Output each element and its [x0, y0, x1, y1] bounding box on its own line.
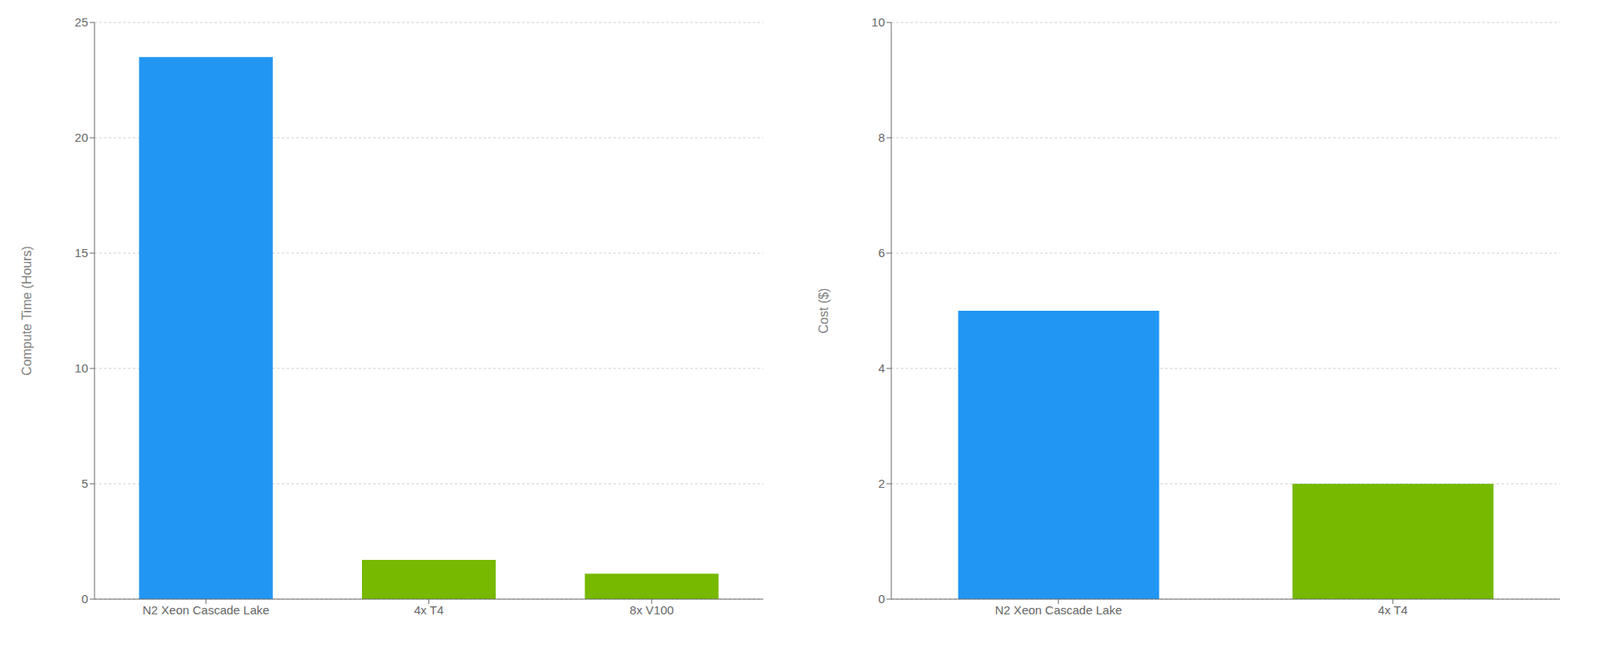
svg-text:6: 6: [878, 245, 885, 260]
svg-text:0: 0: [878, 591, 885, 606]
svg-text:20: 20: [74, 130, 89, 145]
svg-text:4x T4: 4x T4: [414, 603, 444, 617]
svg-text:2: 2: [878, 476, 885, 491]
svg-text:5: 5: [81, 476, 89, 491]
svg-text:4: 4: [878, 361, 885, 375]
svg-text:10: 10: [74, 361, 89, 375]
svg-text:15: 15: [74, 245, 89, 260]
svg-text:Compute Time (Hours): Compute Time (Hours): [20, 245, 34, 376]
svg-text:Cost ($): Cost ($): [816, 288, 831, 334]
svg-text:4x T4: 4x T4: [1378, 603, 1408, 617]
svg-text:10: 10: [871, 15, 885, 29]
svg-text:25: 25: [74, 15, 89, 29]
svg-text:8x V100: 8x V100: [629, 603, 674, 617]
svg-text:0: 0: [81, 591, 89, 606]
svg-text:N2 Xeon Cascade Lake: N2 Xeon Cascade Lake: [142, 603, 270, 617]
svg-text:8: 8: [878, 130, 885, 145]
svg-text:N2 Xeon Cascade Lake: N2 Xeon Cascade Lake: [995, 603, 1122, 617]
